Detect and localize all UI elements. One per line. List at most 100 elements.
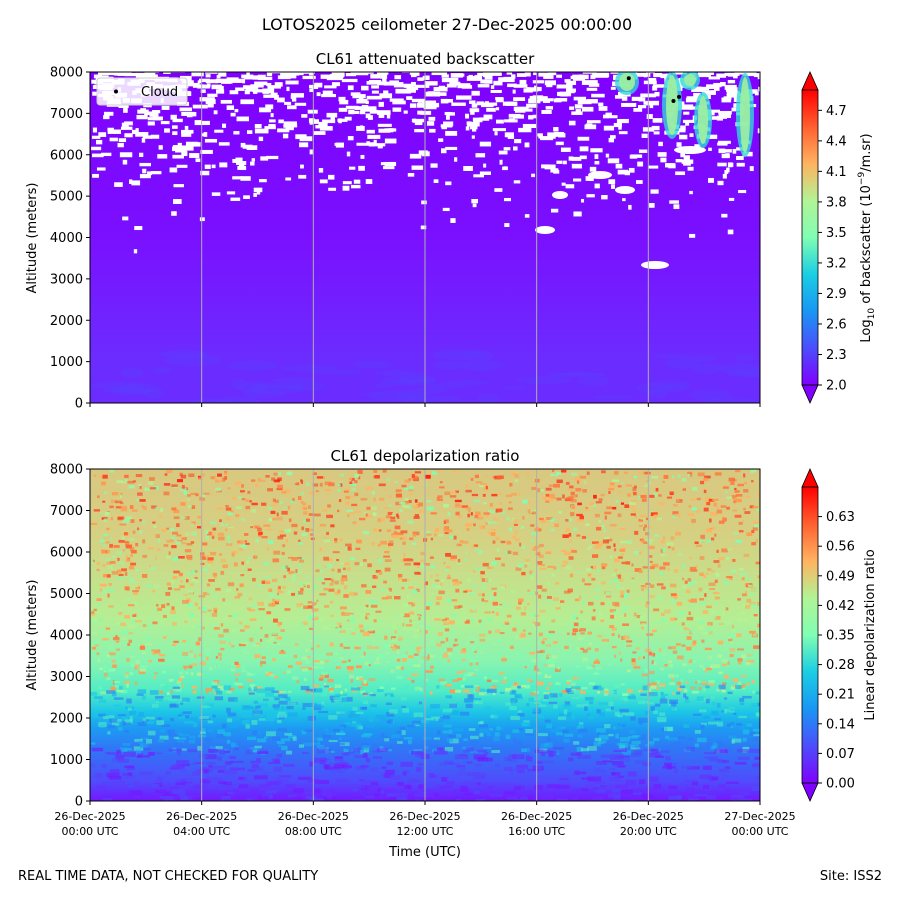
depolarization-speckle bbox=[615, 724, 623, 730]
depolarization-speckle bbox=[465, 489, 472, 493]
depolarization-speckle bbox=[473, 790, 481, 794]
depolarization-speckle bbox=[575, 487, 582, 492]
no-data-speckle bbox=[409, 103, 417, 108]
depolarization-speckle bbox=[142, 624, 147, 627]
depolarization-speckle bbox=[312, 483, 319, 487]
depolarization-speckle bbox=[264, 644, 270, 649]
cloud-plume bbox=[619, 73, 635, 91]
depolarization-speckle bbox=[242, 714, 252, 718]
depolarization-speckle bbox=[129, 538, 135, 541]
depolarization-speckle bbox=[285, 750, 293, 755]
depolarization-speckle bbox=[319, 482, 323, 487]
depolarization-speckle bbox=[462, 689, 470, 693]
depolarization-speckle bbox=[226, 690, 232, 694]
depolarization-speckle bbox=[223, 628, 229, 633]
depolarization-speckle bbox=[454, 504, 462, 508]
depolarization-speckle bbox=[388, 540, 394, 545]
depolarization-speckle bbox=[757, 637, 760, 641]
depolarization-speckle bbox=[153, 676, 157, 679]
depolarization-speckle bbox=[251, 508, 257, 513]
depolarization-speckle bbox=[147, 659, 153, 663]
depolarization-speckle bbox=[417, 565, 420, 569]
depolarization-speckle bbox=[661, 668, 665, 671]
depolarization-speckle bbox=[343, 594, 349, 598]
depolarization-speckle bbox=[135, 568, 140, 572]
no-data-speckle bbox=[409, 72, 418, 75]
boundary-layer-wash bbox=[152, 367, 172, 374]
depolarization-speckle bbox=[412, 504, 419, 509]
depolarization-speckle bbox=[127, 707, 132, 711]
depolarization-speckle bbox=[347, 713, 353, 719]
no-data-speckle bbox=[199, 78, 211, 83]
depolarization-speckle bbox=[476, 516, 484, 520]
depolarization-speckle bbox=[300, 792, 305, 796]
depolarization-speckle bbox=[715, 572, 720, 577]
depolarization-speckle bbox=[568, 539, 572, 543]
depolarization-speckle bbox=[126, 597, 131, 601]
colorbar-ticks: 2.02.32.62.93.23.53.84.14.44.7 bbox=[818, 104, 847, 394]
depolarization-speckle bbox=[749, 630, 756, 634]
depolarization-speckle bbox=[476, 782, 481, 786]
depolarization-speckle bbox=[712, 498, 719, 501]
depolarization-speckle bbox=[621, 789, 634, 794]
depolarization-speckle bbox=[117, 516, 125, 520]
depolarization-speckle bbox=[324, 727, 328, 733]
depolarization-speckle bbox=[684, 580, 688, 584]
depolarization-speckle bbox=[527, 589, 531, 592]
depolarization-speckle bbox=[258, 703, 268, 707]
depolarization-speckle bbox=[231, 552, 235, 557]
depolarization-speckle bbox=[733, 712, 737, 715]
depolarization-speckle bbox=[227, 712, 237, 717]
depolarization-speckle bbox=[204, 737, 212, 742]
no-data-speckle bbox=[738, 189, 747, 194]
depolarization-speckle bbox=[729, 648, 736, 652]
no-data-speckle bbox=[393, 83, 404, 88]
depolarization-speckle bbox=[415, 751, 426, 757]
depolarization-speckle bbox=[175, 615, 179, 618]
depolarization-speckle bbox=[255, 539, 259, 543]
boundary-layer-wash bbox=[414, 385, 448, 395]
no-data-speckle bbox=[158, 145, 163, 150]
depolarization-speckle bbox=[449, 557, 457, 561]
depolarization-speckle bbox=[271, 776, 280, 779]
depolarization-speckle bbox=[102, 638, 109, 641]
depolarization-speckle bbox=[188, 653, 194, 658]
no-data-speckle bbox=[270, 113, 274, 118]
depolarization-speckle bbox=[719, 768, 730, 773]
cloud-marker bbox=[677, 94, 682, 99]
depolarization-speckle bbox=[157, 607, 162, 611]
depolarization-speckle bbox=[743, 507, 746, 511]
depolarization-speckle bbox=[322, 508, 328, 512]
depolarization-speckle bbox=[703, 477, 708, 482]
depolarization-speckle bbox=[722, 486, 729, 489]
depolarization-speckle bbox=[665, 755, 671, 761]
depolarization-speckle bbox=[100, 549, 106, 554]
no-data-speckle bbox=[366, 141, 370, 146]
depolarization-speckle bbox=[117, 714, 126, 717]
depolarization-speckle bbox=[359, 778, 365, 782]
depolarization-speckle bbox=[571, 682, 576, 686]
depolarization-speckle bbox=[565, 565, 572, 570]
depolarization-speckle bbox=[411, 781, 424, 785]
depolarization-speckle bbox=[321, 653, 325, 657]
depolarization-speckle bbox=[449, 535, 454, 539]
depolarization-speckle bbox=[364, 795, 378, 799]
depolarization-speckle bbox=[401, 658, 407, 662]
depolarization-speckle bbox=[241, 669, 247, 672]
backscatter-colorbar-label: Log10 of backscatter (10−9/m.sr) bbox=[857, 133, 877, 342]
depolarization-speckle bbox=[190, 541, 195, 544]
no-data-speckle bbox=[457, 83, 471, 89]
boundary-layer-wash bbox=[227, 360, 278, 371]
depolarization-speckle bbox=[385, 651, 389, 655]
depolarization-speckle bbox=[546, 633, 553, 637]
depolarization-speckle bbox=[681, 644, 686, 647]
depolarization-speckle bbox=[483, 502, 487, 505]
depolarization-speckle bbox=[619, 590, 625, 595]
boundary-layer-wash bbox=[163, 354, 222, 366]
depolarization-speckle bbox=[439, 533, 444, 537]
no-data-speckle bbox=[254, 128, 269, 134]
no-data-speckle bbox=[417, 102, 422, 106]
depolarization-colorbar-label: Linear depolarization ratio bbox=[863, 549, 878, 720]
depolarization-speckle bbox=[306, 795, 317, 800]
depolarization-speckle bbox=[583, 703, 589, 708]
